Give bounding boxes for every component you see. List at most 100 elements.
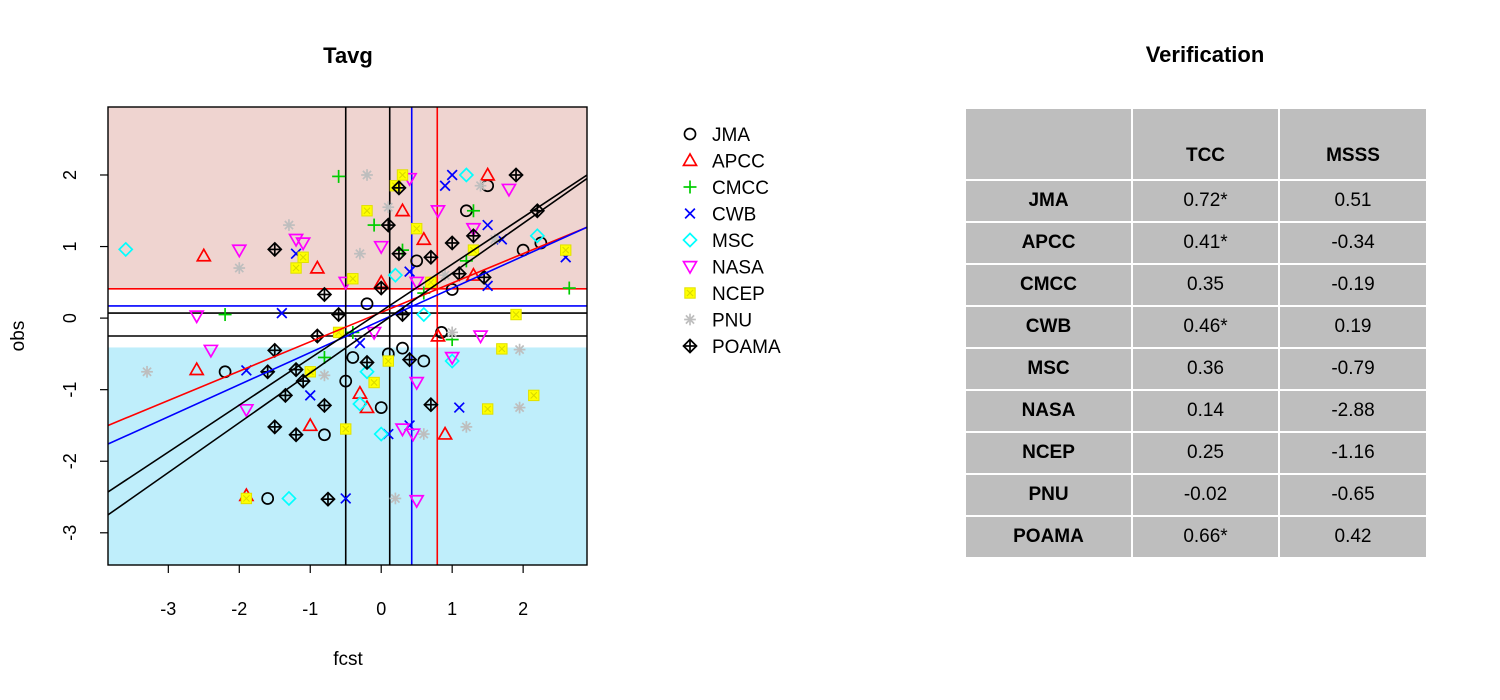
data-point	[346, 351, 360, 364]
legend-label: APCC	[712, 152, 765, 173]
data-point	[368, 376, 380, 389]
data-point	[283, 219, 295, 231]
data-points	[118, 166, 576, 509]
data-point	[472, 330, 489, 345]
data-point	[141, 365, 153, 378]
data-point	[382, 201, 395, 214]
data-point	[360, 297, 374, 311]
legend-item-poama: POAMA	[682, 337, 781, 358]
data-point	[340, 423, 352, 435]
series-jma	[218, 179, 548, 505]
data-point	[391, 246, 407, 262]
data-point	[202, 344, 219, 359]
data-point	[373, 240, 390, 255]
legend-marker-icon	[683, 180, 697, 194]
plot-area: -3 -2 -1 0 1 2 -3 -2 -1 0 1 2	[60, 106, 588, 619]
data-point	[361, 169, 373, 181]
data-point	[508, 167, 524, 183]
regression-line-jma	[108, 174, 587, 493]
data-point	[437, 425, 454, 440]
data-point	[465, 222, 482, 237]
data-point	[318, 369, 331, 382]
data-point	[481, 403, 494, 415]
data-point	[444, 235, 460, 251]
data-point	[458, 167, 475, 183]
data-point	[430, 205, 446, 219]
legend-marker-icon	[684, 208, 696, 219]
data-point	[415, 231, 432, 246]
data-point	[320, 491, 336, 507]
data-point	[231, 244, 248, 259]
plot-frame	[107, 106, 588, 566]
data-point	[444, 351, 461, 366]
data-point	[417, 428, 430, 440]
data-point	[359, 354, 375, 371]
data-point	[396, 169, 409, 181]
data-point	[408, 376, 425, 391]
legend-label: JMA	[712, 125, 750, 146]
legend-label: MSC	[712, 231, 754, 252]
data-point	[309, 259, 326, 274]
series-pnu	[141, 169, 526, 505]
data-point	[439, 180, 451, 192]
legend-label: PNU	[712, 311, 752, 332]
x-tick-label: -2	[231, 599, 247, 619]
x-tick-label: -1	[302, 599, 318, 619]
data-point	[465, 228, 482, 244]
y-tick-label: -2	[60, 453, 80, 469]
data-point	[444, 353, 460, 369]
data-point	[453, 402, 465, 414]
y-axis-label: obs	[8, 321, 29, 352]
data-point	[188, 310, 205, 325]
data-point	[382, 355, 395, 367]
legend-marker-icon	[684, 313, 696, 326]
data-point	[276, 307, 288, 319]
x-tick-label: 0	[376, 599, 386, 619]
legend-item-jma: JMA	[683, 125, 750, 146]
data-point	[405, 428, 422, 443]
y-tick-label: 1	[60, 242, 80, 252]
data-point	[513, 401, 526, 414]
data-point	[233, 262, 246, 274]
plot-inner	[108, 107, 587, 565]
data-point	[332, 169, 346, 183]
data-point	[340, 492, 352, 504]
legend-marker-icon	[682, 232, 698, 248]
legend-marker-icon	[682, 260, 698, 275]
data-point	[361, 205, 373, 217]
data-point	[401, 351, 418, 368]
data-point	[423, 396, 439, 413]
data-point	[352, 396, 368, 412]
data-point	[288, 427, 304, 443]
data-point	[430, 327, 446, 342]
data-point	[562, 281, 576, 295]
legend-item-cwb: CWB	[684, 205, 756, 226]
legend: JMA APCC CMCC CWB MSC NASA NCEP PNU POAMA	[682, 125, 781, 358]
data-point	[416, 306, 432, 323]
x-axis-label: fcst	[333, 649, 363, 670]
data-point	[528, 389, 540, 402]
data-point	[460, 421, 473, 433]
data-point	[238, 403, 255, 418]
data-point	[479, 166, 496, 181]
data-point	[446, 326, 459, 339]
legend-marker-icon	[683, 127, 697, 141]
regression-line-apcc	[108, 226, 587, 427]
data-point	[465, 266, 482, 281]
data-point	[466, 204, 480, 218]
legend-label: NCEP	[712, 284, 765, 305]
data-point	[367, 218, 381, 232]
data-point	[510, 308, 522, 321]
data-point	[446, 169, 458, 181]
data-point	[410, 222, 423, 235]
data-point	[394, 423, 411, 438]
data-point	[560, 244, 572, 256]
regression-line-cwb	[108, 226, 587, 445]
data-point	[290, 262, 302, 274]
series-nasa	[188, 172, 517, 509]
series-msc	[118, 167, 546, 507]
data-point	[316, 286, 333, 303]
legend-marker-icon	[684, 287, 696, 299]
legend-marker-icon	[682, 338, 698, 354]
